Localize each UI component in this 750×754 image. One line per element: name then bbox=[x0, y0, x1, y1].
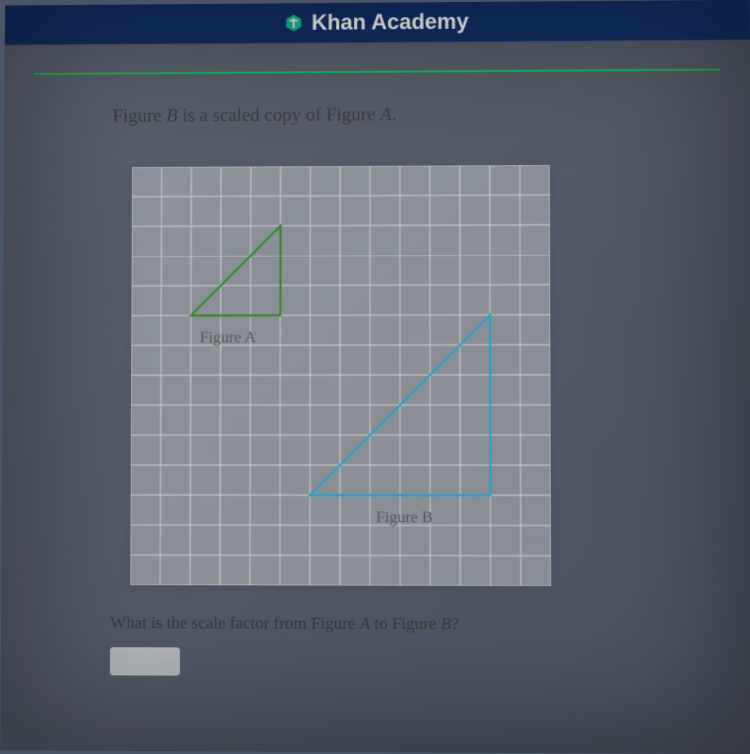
figure-a-letter: A bbox=[380, 104, 392, 125]
q-fig-b: B bbox=[441, 614, 451, 633]
text-suffix: . bbox=[392, 104, 397, 125]
q-mid: to Figure bbox=[370, 614, 441, 633]
section-divider bbox=[34, 69, 720, 75]
brand-name: Khan Academy bbox=[311, 9, 468, 36]
figure-b-letter: B bbox=[166, 106, 178, 127]
q-prefix: What is the scale factor from Figure bbox=[110, 613, 359, 633]
figure-b-label: Figure B bbox=[376, 509, 433, 526]
grid-svg: Figure A Figure B bbox=[130, 165, 551, 586]
problem-statement: Figure B is a scaled copy of Figure A. bbox=[113, 102, 750, 127]
q-fig-a: A bbox=[360, 614, 370, 633]
content-area: Figure B is a scaled copy of Figure A. F… bbox=[0, 40, 750, 754]
khan-logo-icon bbox=[282, 11, 306, 35]
figure-a-label: Figure A bbox=[200, 329, 257, 346]
question-text: What is the scale factor from Figure A t… bbox=[110, 613, 750, 635]
text-mid: is a scaled copy of Figure bbox=[178, 104, 381, 126]
answer-input[interactable] bbox=[110, 647, 180, 675]
text-prefix: Figure bbox=[113, 106, 167, 127]
site-header: Khan Academy bbox=[5, 0, 750, 45]
figure-grid: Figure A Figure B bbox=[130, 165, 551, 586]
q-suffix: ? bbox=[451, 614, 459, 633]
